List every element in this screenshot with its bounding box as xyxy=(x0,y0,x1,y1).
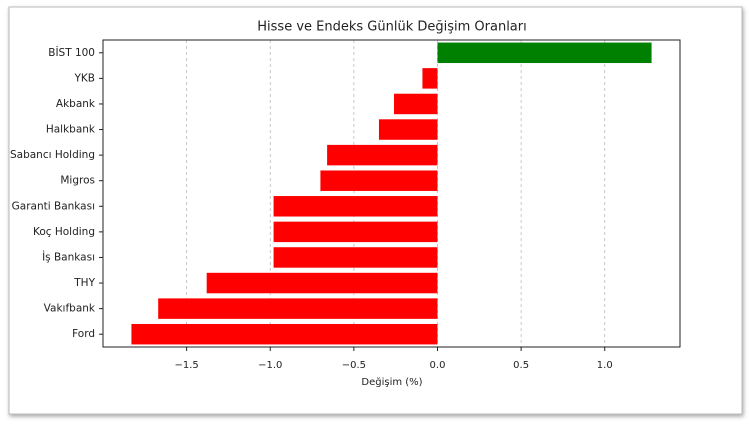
bar xyxy=(158,298,438,319)
y-tick-label: Halkbank xyxy=(46,124,96,136)
x-tick-label: 0.0 xyxy=(430,360,446,371)
y-tick-label: İş Bankası xyxy=(42,250,95,263)
y-tick-label: Koç Holding xyxy=(33,226,95,238)
x-axis-label: Değişim (%) xyxy=(361,376,422,388)
bar xyxy=(378,119,438,140)
y-tick-label: BİST 100 xyxy=(48,46,95,59)
bar xyxy=(273,247,438,268)
y-tick-label: Vakıfbank xyxy=(44,303,96,315)
bar xyxy=(273,196,438,217)
y-tick-label: Garanti Bankası xyxy=(12,200,95,212)
y-tick-label: YKB xyxy=(73,72,95,84)
chart-title: Hisse ve Endeks Günlük Değişim Oranları xyxy=(257,20,526,35)
x-tick-label: 1.0 xyxy=(597,360,613,371)
y-tick-label: Akbank xyxy=(56,98,96,110)
y-tick-label: Migros xyxy=(60,175,95,187)
bar xyxy=(131,323,438,345)
bar xyxy=(394,93,438,115)
x-tick-label: 0.5 xyxy=(513,360,529,371)
bar xyxy=(273,221,438,243)
bar xyxy=(437,42,652,64)
bar xyxy=(206,272,438,294)
bar xyxy=(327,144,438,166)
y-tick-label: Sabancı Holding xyxy=(10,149,95,161)
bar xyxy=(320,170,438,191)
plot-area xyxy=(102,39,681,348)
y-tick-label: Ford xyxy=(72,328,95,340)
x-tick-label: −0.5 xyxy=(342,360,366,371)
y-tick-label: THY xyxy=(73,277,95,289)
x-tick-label: −1.0 xyxy=(258,360,282,371)
bar xyxy=(422,68,438,89)
x-tick-label: −1.5 xyxy=(174,360,198,371)
